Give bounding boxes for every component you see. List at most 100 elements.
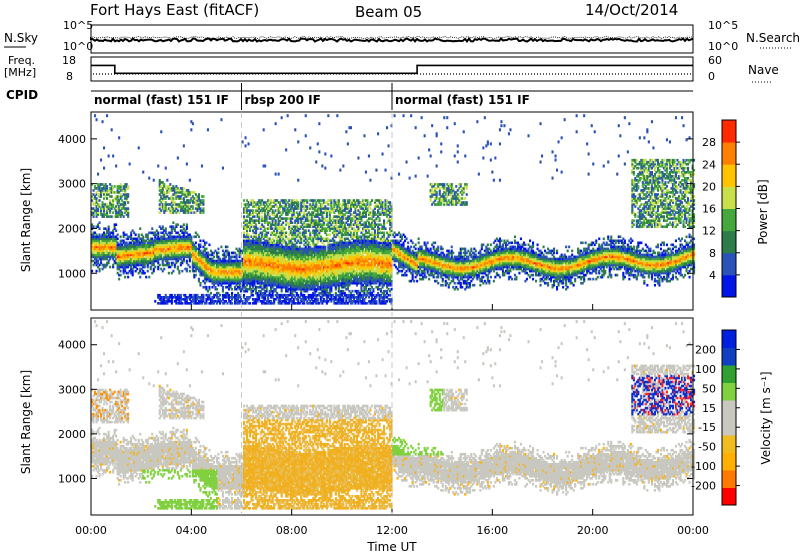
power-cell	[210, 292, 212, 295]
power-cell	[106, 114, 108, 117]
power-cell	[103, 146, 105, 149]
power-cell	[136, 268, 138, 271]
power-cell	[216, 288, 218, 291]
power-cell	[142, 236, 144, 239]
power-cell	[151, 227, 153, 230]
power-cell	[189, 266, 191, 269]
power-cell	[99, 199, 101, 202]
power-cell	[199, 244, 201, 247]
power-cell	[108, 225, 110, 228]
power-cell	[118, 278, 120, 281]
power-cell	[198, 193, 200, 196]
power-cell	[162, 225, 164, 228]
power-cell	[93, 225, 95, 228]
power-cell	[220, 246, 222, 249]
power-cell	[115, 165, 117, 168]
power-cell	[109, 266, 111, 269]
power-cell	[198, 236, 200, 239]
date-label: 14/Oct/2014	[585, 1, 678, 19]
power-cell	[127, 193, 129, 196]
power-cell	[117, 238, 119, 241]
power-cell	[166, 179, 168, 182]
power-cell	[154, 266, 156, 269]
power-cell	[139, 227, 141, 230]
power-cell	[181, 302, 183, 305]
power-cell	[217, 248, 219, 251]
power-cell	[96, 118, 98, 121]
cpid-panel: CPID normal (fast) 151 IF rbsp 200 IF norm…	[6, 83, 693, 110]
power-cell	[154, 300, 156, 303]
power-cell	[117, 234, 119, 237]
frequency-panel: Freq. [MHz] 18 8 60 0 Nave	[4, 54, 779, 83]
nave-label: Nave	[748, 63, 779, 77]
power-cell	[219, 294, 221, 297]
power-cell	[198, 278, 200, 281]
power-cell	[202, 294, 204, 297]
power-cell	[127, 201, 129, 204]
power-cell	[106, 185, 108, 188]
frequency-panel-frame	[91, 57, 693, 81]
power-cell	[139, 276, 141, 279]
freq-unit: [MHz]	[4, 66, 36, 79]
freq-tick-bottom: 8	[66, 70, 73, 83]
power-cell	[127, 207, 129, 210]
noise-panel: N.Sky 10^5 10^0 10^5 10^0 N.Search	[4, 19, 800, 53]
freq-tick-top: 18	[62, 54, 76, 67]
power-cell	[195, 274, 197, 277]
power-cell	[165, 227, 167, 230]
power-cell	[169, 183, 171, 186]
power-cell	[177, 266, 179, 269]
radar-summary-plot: Fort Hays East (fitACF) Beam 05 14/Oct/2…	[0, 0, 800, 554]
power-cell	[189, 179, 191, 182]
power-cell	[121, 211, 123, 214]
nsky-tick-bottom: 10^0	[63, 40, 93, 53]
power-cell	[165, 167, 167, 170]
power-cell	[111, 195, 113, 198]
power-cell	[157, 165, 159, 168]
power-cell	[183, 223, 185, 226]
power-cell	[96, 270, 98, 273]
power-cell	[127, 276, 129, 279]
power-cell	[120, 274, 122, 277]
power-cell	[106, 197, 108, 200]
power-cell	[97, 173, 99, 176]
power-cell	[186, 223, 188, 226]
power-cell	[183, 187, 185, 190]
power-cell	[172, 197, 174, 200]
power-cell	[181, 270, 183, 273]
power-cell	[201, 165, 203, 168]
power-cell	[163, 183, 165, 186]
station-title: Fort Hays East (fitACF)	[90, 1, 259, 19]
power-cell	[199, 282, 201, 285]
power-cell	[172, 221, 174, 224]
cpid-segment-label: normal (fast) 151 IF	[94, 93, 229, 107]
power-cell	[109, 199, 111, 202]
power-cell	[148, 276, 150, 279]
power-cell	[168, 272, 170, 275]
power-cell	[186, 260, 188, 263]
power-cell	[135, 234, 137, 237]
power-cell	[112, 155, 114, 158]
power-cell	[208, 286, 210, 289]
power-cell	[205, 242, 207, 245]
power-cell	[202, 199, 204, 202]
power-cell	[115, 229, 117, 232]
power-cell	[138, 234, 140, 237]
nave-tick-bottom: 0	[708, 70, 715, 83]
power-cell	[148, 177, 150, 180]
frequency-line	[91, 65, 693, 73]
power-cell	[205, 248, 207, 251]
power-cell	[186, 268, 188, 271]
power-cell	[220, 118, 222, 121]
power-cell	[147, 270, 149, 273]
nsearch-label: N.Search	[746, 31, 800, 45]
power-cell	[189, 270, 191, 273]
power-cell	[180, 294, 182, 297]
power-cell	[208, 244, 210, 247]
power-cell	[103, 167, 105, 170]
power-cell	[142, 171, 144, 174]
power-cell	[99, 227, 101, 230]
nsky-tick-top: 10^5	[63, 19, 93, 32]
power-cell	[118, 136, 120, 139]
cpid-label: CPID	[6, 88, 38, 102]
